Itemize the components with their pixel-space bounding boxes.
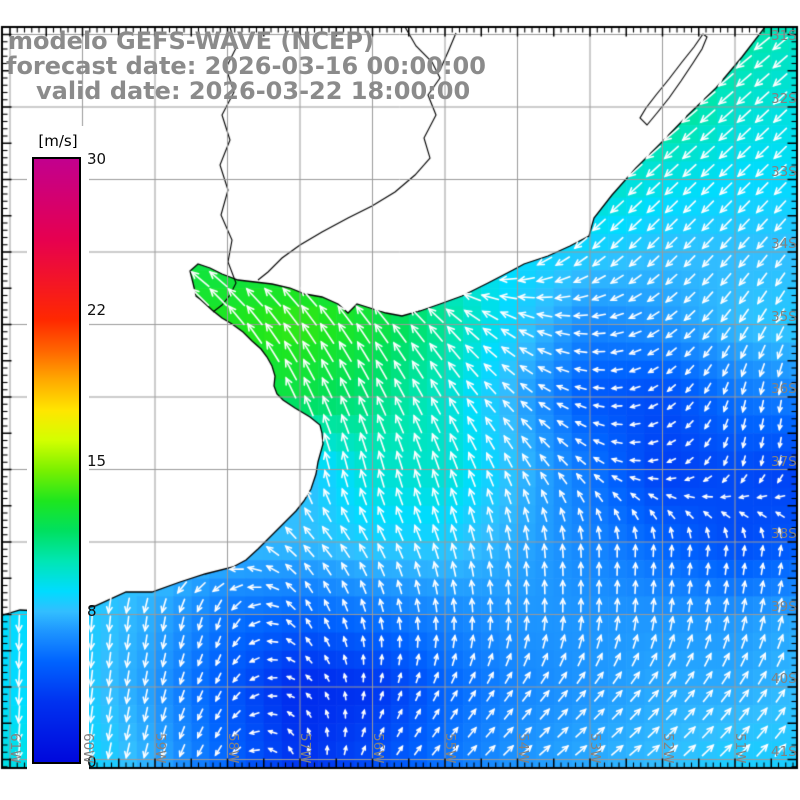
lat-label: 39S: [771, 598, 797, 615]
lat-label: 33S: [771, 163, 797, 180]
lon-label: 60W: [79, 733, 96, 764]
colorbar-tick-label: 0: [87, 753, 97, 771]
forecast-date: forecast date: 2026-03-16 00:00:00: [6, 52, 486, 80]
lat-label: 32S: [771, 91, 797, 107]
lat-label: 34S: [771, 236, 797, 252]
lon-label: 52W: [659, 733, 676, 764]
model-title: modelo GEFS-WAVE (NCEP): [8, 27, 374, 55]
lat-label: 37S: [771, 453, 797, 470]
lat-label: 38S: [771, 526, 797, 542]
lat-label: 40S: [771, 671, 797, 687]
lon-label: 55W: [442, 733, 458, 764]
lon-label: 51W: [732, 733, 748, 764]
lon-label: 61W: [7, 733, 23, 764]
colorbar-tick-label: 8: [87, 602, 97, 621]
lat-label: 31S: [771, 28, 797, 44]
colorbar-tick-label: 30: [87, 150, 107, 168]
lon-label: 59W: [152, 733, 168, 764]
valid-date: valid date: 2026-03-22 18:00:00: [36, 77, 471, 105]
lon-label: 58W: [224, 733, 241, 764]
lon-label: 57W: [297, 733, 313, 764]
lat-label: 35S: [771, 308, 797, 325]
lon-label: 54W: [514, 733, 531, 764]
colorbar-tick-label: 22: [87, 300, 107, 319]
colorbar-tick-label: 15: [87, 451, 107, 470]
colorbar-unit-label: [m/s]: [38, 132, 78, 150]
colorbar-gradient: [32, 157, 81, 764]
colorbar: [m/s]: [27, 126, 89, 774]
lon-label: 56W: [369, 733, 386, 764]
map-title-block: modelo GEFS-WAVE (NCEP) forecast date: 2…: [0, 29, 486, 104]
lat-label: 36S: [771, 381, 797, 397]
lon-label: 53W: [587, 733, 603, 764]
lat-label: 41S: [771, 743, 797, 760]
